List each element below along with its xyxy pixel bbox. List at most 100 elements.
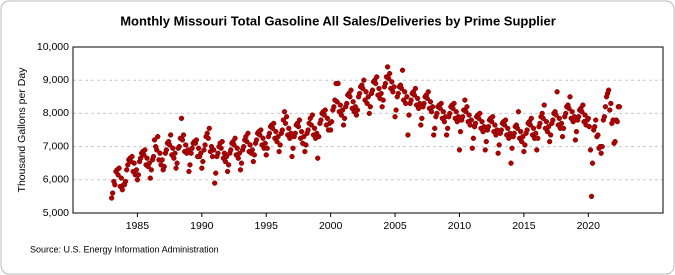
data-point [550, 117, 556, 123]
data-point [277, 142, 283, 148]
data-point [566, 105, 572, 112]
y-tick-label: 7,000 [43, 140, 69, 152]
data-point [324, 115, 331, 122]
data-point [560, 125, 567, 131]
data-point [567, 94, 573, 100]
data-point [316, 133, 322, 140]
source-note: Source: U.S. Energy Information Administ… [30, 244, 219, 254]
data-point [457, 129, 464, 135]
data-point [172, 150, 178, 156]
data-point [134, 177, 141, 183]
data-point [454, 119, 460, 125]
data-point [311, 125, 318, 131]
data-point [460, 114, 466, 120]
data-point [447, 110, 453, 117]
data-point [482, 147, 488, 153]
data-point [144, 155, 150, 161]
data-point [224, 168, 231, 175]
data-point [305, 127, 311, 133]
data-point [124, 167, 130, 173]
data-point [539, 110, 545, 117]
data-point [450, 105, 456, 112]
y-tick-label: 10,000 [37, 41, 69, 53]
data-point [521, 148, 527, 155]
data-point [573, 129, 580, 135]
data-point [161, 163, 167, 170]
data-point [244, 138, 250, 145]
data-point [212, 180, 218, 186]
data-point [222, 158, 229, 165]
data-point [331, 104, 337, 110]
data-point [228, 147, 234, 153]
x-tick-label: 2020 [577, 220, 601, 232]
data-point [116, 165, 122, 171]
data-point [559, 133, 566, 140]
data-point [198, 150, 204, 156]
data-point [389, 79, 395, 85]
data-point [301, 133, 307, 140]
data-point [405, 132, 411, 138]
data-point [257, 132, 263, 138]
data-point [443, 132, 450, 138]
data-point [180, 132, 187, 138]
data-point [335, 80, 341, 87]
chart-title: Monthly Missouri Total Gasoline All Sale… [120, 13, 556, 28]
data-point [419, 115, 425, 122]
data-point [159, 157, 165, 163]
data-point [522, 142, 528, 148]
data-point [247, 142, 253, 148]
data-point [183, 142, 189, 148]
data-point [563, 110, 569, 117]
y-tick-label: 8,000 [43, 107, 69, 119]
data-point [274, 138, 280, 145]
data-point [204, 130, 210, 136]
data-point [232, 135, 238, 141]
data-point [440, 109, 447, 115]
data-point [602, 104, 609, 110]
data-point [414, 95, 421, 102]
data-point [489, 119, 495, 125]
data-point [548, 132, 554, 138]
data-point [544, 129, 551, 135]
data-point [380, 97, 386, 103]
data-point [245, 130, 251, 136]
data-point [202, 142, 208, 148]
data-point [141, 152, 147, 158]
data-point [579, 109, 585, 115]
data-point [215, 150, 221, 156]
data-point [533, 130, 539, 136]
data-point [534, 147, 540, 153]
data-point [234, 145, 240, 151]
data-point [546, 138, 553, 145]
data-point [373, 80, 379, 87]
data-point [402, 89, 408, 95]
x-tick-label: 2015 [512, 220, 536, 232]
data-point [572, 137, 579, 143]
data-point [253, 137, 260, 143]
data-point [223, 153, 230, 160]
data-point [408, 97, 414, 103]
data-point [218, 145, 224, 151]
data-point [466, 112, 472, 118]
data-point [480, 129, 486, 135]
data-point [608, 100, 614, 107]
data-point [150, 153, 157, 160]
x-tick-label: 1990 [190, 220, 214, 232]
data-point [157, 150, 163, 156]
data-point [393, 107, 399, 113]
data-point [270, 125, 276, 131]
data-point [464, 104, 470, 110]
data-point [519, 138, 525, 145]
data-point [350, 99, 356, 105]
data-point [147, 175, 153, 181]
data-point [543, 119, 550, 125]
data-point [595, 132, 601, 138]
data-point [438, 100, 444, 107]
data-point [376, 85, 382, 92]
data-point [205, 135, 211, 141]
data-point [616, 104, 623, 110]
data-point [365, 94, 371, 100]
data-point [518, 129, 524, 135]
data-point [151, 137, 158, 143]
data-point [374, 74, 380, 80]
